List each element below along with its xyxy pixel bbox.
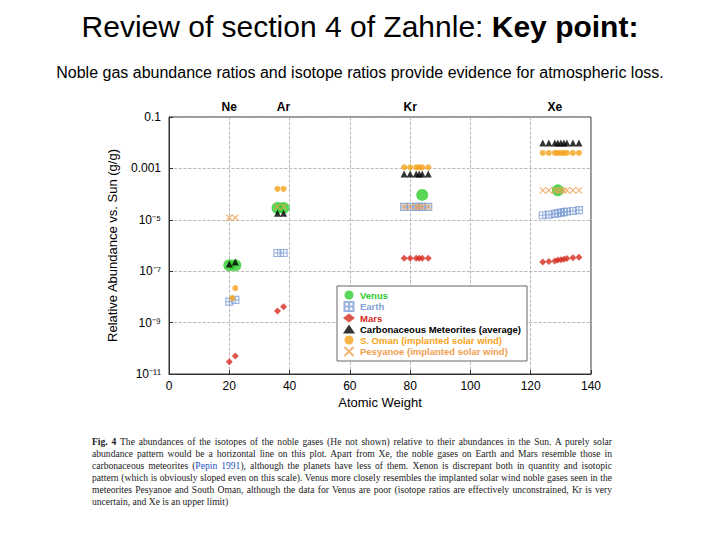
- svg-text:Mars: Mars: [360, 313, 382, 324]
- svg-text:Xe: Xe: [547, 100, 562, 114]
- svg-text:10⁻⁵: 10⁻⁵: [139, 213, 161, 227]
- svg-text:10⁻⁷: 10⁻⁷: [139, 264, 161, 278]
- html-text:Noble gas abundance ratios and: Noble gas abundance ratios and isotope r…: [56, 64, 664, 81]
- svg-text:10⁻¹¹: 10⁻¹¹: [136, 367, 161, 381]
- svg-text:100: 100: [460, 379, 480, 393]
- svg-text:60: 60: [343, 379, 357, 393]
- svg-text:0: 0: [166, 379, 173, 393]
- svg-text:Carbonaceous Meteorites (avera: Carbonaceous Meteorites (average): [360, 324, 521, 335]
- svg-text:0.1: 0.1: [144, 110, 161, 124]
- svg-text:40: 40: [283, 379, 297, 393]
- svg-text:Atomic Weight: Atomic Weight: [338, 395, 422, 410]
- svg-text:S. Oman (implanted solar wind): S. Oman (implanted solar wind): [360, 335, 502, 346]
- svg-text:0.001: 0.001: [131, 161, 161, 175]
- html-text:Fig. 4 The abundances of the i: Fig. 4 The abundances of the isotopes of…: [92, 436, 612, 507]
- svg-text:20: 20: [223, 379, 237, 393]
- svg-text:Ne: Ne: [222, 100, 238, 114]
- svg-text:120: 120: [521, 379, 541, 393]
- svg-text:Relative Abundance vs. Sun (g/: Relative Abundance vs. Sun (g/g): [105, 149, 120, 342]
- svg-text:80: 80: [403, 379, 417, 393]
- svg-text:Kr: Kr: [403, 100, 417, 114]
- html-text:Review of section 4 of Zahnle:: Review of section 4 of Zahnle: Key point…: [81, 10, 639, 43]
- svg-text:Ar: Ar: [277, 100, 291, 114]
- svg-text:Venus: Venus: [360, 290, 388, 301]
- svg-text:10⁻⁹: 10⁻⁹: [139, 316, 162, 330]
- svg-text:140: 140: [581, 379, 601, 393]
- svg-text:Earth: Earth: [360, 301, 384, 312]
- svg-text:Pesyanoe (implanted solar wind: Pesyanoe (implanted solar wind): [360, 346, 508, 357]
